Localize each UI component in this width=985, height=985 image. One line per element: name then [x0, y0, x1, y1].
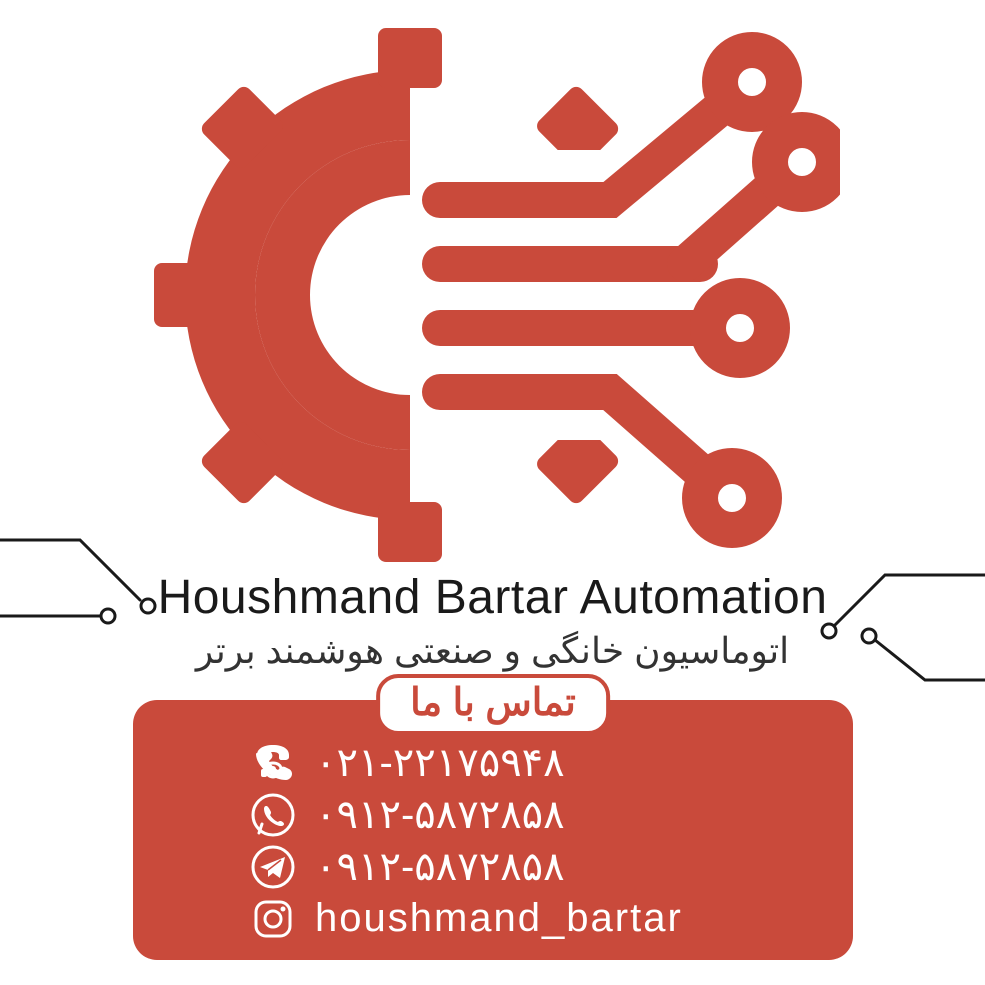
contact-row: ۰۹۱۲-۵۸۷۲۸۵۸ [251, 792, 735, 838]
contact-row: ۰۲۱-۲۲۱۷۵۹۴۸ [251, 740, 735, 786]
contact-header-badge: تماس با ما [376, 674, 610, 735]
contact-row: houshmand_bartar [251, 896, 735, 941]
contact-list: ۰۲۱-۲۲۱۷۵۹۴۸ ۰۹۱۲-۵۸۷۲۸۵۸ ۰۹۱۲-۵۸۷۲۸۵۸ hous… [133, 740, 853, 941]
contact-card: تماس با ما ۰۲۱-۲۲۱۷۵۹۴۸۰۹۱۲-۵۸۷۲۸۵۸۰۹۱۲-… [133, 700, 853, 960]
gear-icon [154, 28, 670, 562]
company-logo [140, 20, 840, 570]
phone-icon [251, 741, 295, 785]
instagram-icon [251, 897, 295, 941]
company-name-en: Houshmand Bartar Automation [0, 570, 985, 625]
contact-value: ۰۹۱۲-۵۸۷۲۸۵۸ [315, 844, 735, 890]
contact-value: ۰۹۱۲-۵۸۷۲۸۵۸ [315, 792, 735, 838]
contact-value: ۰۲۱-۲۲۱۷۵۹۴۸ [315, 740, 735, 786]
contact-header-text: تماس با ما [410, 682, 576, 724]
telegram-icon [251, 845, 295, 889]
whatsapp-icon [251, 793, 295, 837]
contact-value: houshmand_bartar [315, 896, 735, 941]
business-card: { "colors": { "accent": "#c94a3b", "text… [0, 0, 985, 985]
contact-row: ۰۹۱۲-۵۸۷۲۸۵۸ [251, 844, 735, 890]
company-name-fa: اتوماسیون خانگی و صنعتی هوشمند برتر [0, 630, 985, 672]
